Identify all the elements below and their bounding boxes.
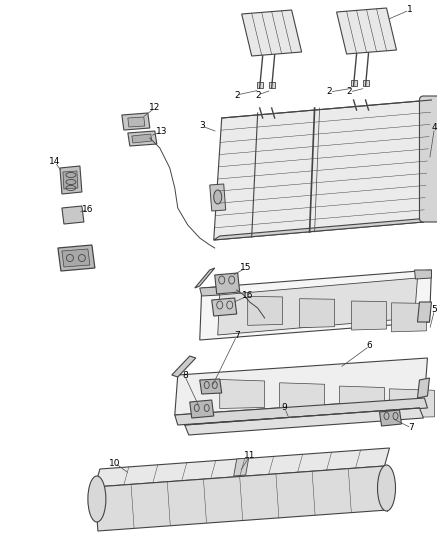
Text: 3: 3 — [199, 122, 205, 131]
Text: 12: 12 — [149, 103, 160, 112]
Polygon shape — [242, 10, 302, 56]
Text: 5: 5 — [431, 305, 437, 314]
Polygon shape — [214, 100, 431, 240]
Ellipse shape — [88, 476, 106, 522]
Polygon shape — [215, 273, 240, 294]
Polygon shape — [185, 408, 424, 435]
Text: 13: 13 — [156, 127, 168, 136]
Polygon shape — [175, 358, 427, 415]
Polygon shape — [424, 96, 438, 222]
Polygon shape — [268, 82, 275, 88]
Polygon shape — [379, 410, 402, 426]
Polygon shape — [95, 448, 389, 487]
Text: 4: 4 — [431, 124, 437, 133]
Text: 16: 16 — [242, 292, 254, 301]
Polygon shape — [172, 356, 196, 377]
Text: 16: 16 — [82, 206, 94, 214]
Polygon shape — [195, 268, 215, 288]
Text: 2: 2 — [255, 91, 261, 100]
Polygon shape — [339, 386, 385, 415]
Polygon shape — [218, 278, 417, 335]
Text: 6: 6 — [367, 342, 372, 351]
Polygon shape — [336, 8, 396, 54]
Polygon shape — [200, 270, 431, 340]
Polygon shape — [257, 82, 263, 88]
Ellipse shape — [378, 465, 396, 511]
Polygon shape — [300, 298, 335, 328]
Text: 2: 2 — [347, 87, 353, 96]
Polygon shape — [128, 117, 145, 127]
Text: 10: 10 — [109, 458, 120, 467]
Text: 14: 14 — [49, 157, 60, 166]
Polygon shape — [234, 458, 249, 476]
Text: 2: 2 — [327, 87, 332, 96]
Polygon shape — [60, 166, 82, 194]
Polygon shape — [417, 378, 430, 398]
Polygon shape — [190, 400, 214, 418]
Polygon shape — [132, 134, 152, 143]
Polygon shape — [128, 131, 157, 146]
Polygon shape — [62, 249, 90, 267]
Text: 8: 8 — [182, 372, 187, 381]
Polygon shape — [247, 296, 283, 325]
Ellipse shape — [214, 190, 222, 204]
Polygon shape — [352, 301, 386, 330]
Polygon shape — [212, 298, 237, 316]
Polygon shape — [200, 287, 220, 296]
Polygon shape — [417, 302, 431, 322]
Text: 11: 11 — [244, 451, 255, 461]
Polygon shape — [363, 80, 368, 86]
Polygon shape — [58, 245, 95, 271]
Text: 7: 7 — [234, 332, 240, 341]
Polygon shape — [392, 303, 427, 332]
Polygon shape — [95, 466, 388, 531]
Polygon shape — [175, 398, 427, 425]
Text: 1: 1 — [406, 5, 412, 14]
Polygon shape — [389, 389, 434, 418]
Polygon shape — [350, 80, 357, 86]
Text: 9: 9 — [282, 403, 287, 413]
Polygon shape — [279, 383, 325, 412]
Polygon shape — [414, 270, 431, 279]
Text: 15: 15 — [240, 263, 251, 272]
Polygon shape — [220, 379, 265, 408]
Polygon shape — [122, 113, 150, 130]
Polygon shape — [62, 206, 84, 224]
Polygon shape — [63, 171, 78, 189]
Text: 2: 2 — [234, 91, 240, 100]
Text: 7: 7 — [409, 424, 414, 432]
FancyBboxPatch shape — [420, 96, 438, 222]
Polygon shape — [214, 218, 430, 240]
Polygon shape — [200, 379, 222, 394]
Polygon shape — [210, 184, 226, 211]
